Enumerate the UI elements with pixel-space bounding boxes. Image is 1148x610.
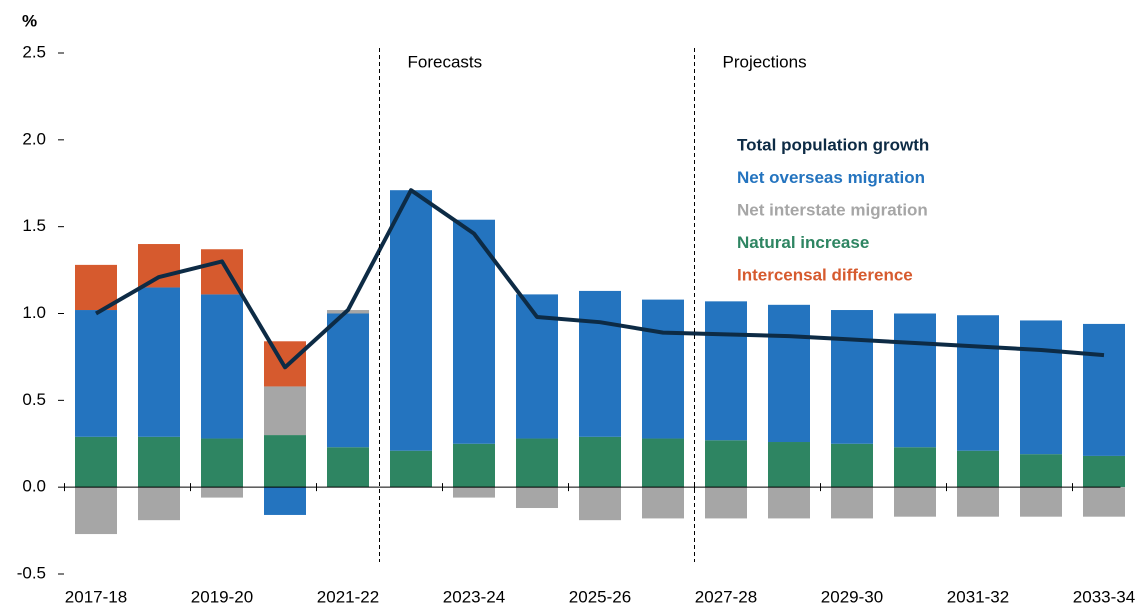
bar-segment <box>1020 320 1062 455</box>
y-axis-label: % <box>22 11 37 30</box>
bar-segment <box>453 443 495 488</box>
bar-segment <box>1083 487 1125 517</box>
x-tick-label: 2019-20 <box>191 587 253 606</box>
bar-segment <box>264 435 306 488</box>
annotation: Forecasts <box>408 52 483 71</box>
y-tick-label: 2.0 <box>22 129 46 148</box>
bar-segment <box>516 487 558 509</box>
bar-segment <box>957 450 999 488</box>
x-tick-label: 2027-28 <box>695 587 757 606</box>
bar-segment <box>579 487 621 521</box>
bar-segment <box>768 442 810 488</box>
legend-entry: Total population growth <box>737 135 929 154</box>
bar-segment <box>1083 455 1125 488</box>
bar-segment <box>75 310 117 437</box>
x-tick-label: 2031-32 <box>947 587 1009 606</box>
bar-segment <box>1083 323 1125 456</box>
bar-segment <box>264 487 306 515</box>
legend-entry: Intercensal difference <box>737 265 913 284</box>
bar-segment <box>894 313 936 448</box>
bar-segment <box>453 219 495 444</box>
y-tick-label: 0.5 <box>22 390 46 409</box>
x-tick-label: 2021-22 <box>317 587 379 606</box>
bar-segment <box>642 299 684 439</box>
x-tick-label: 2023-24 <box>443 587 505 606</box>
y-tick-label: -0.5 <box>17 563 46 582</box>
bar-segment <box>138 287 180 437</box>
bar-segment <box>642 438 684 488</box>
bar-segment <box>831 443 873 488</box>
x-tick-label: 2017-18 <box>65 587 127 606</box>
bar-segment <box>138 487 180 521</box>
x-tick-label: 2033-34 <box>1073 587 1135 606</box>
bar-segment <box>768 304 810 443</box>
bar-segment <box>264 386 306 436</box>
bar-segment <box>1020 487 1062 517</box>
bar-segment <box>894 487 936 517</box>
bar-segment <box>390 190 432 451</box>
bar-segment <box>201 294 243 439</box>
bar-segment <box>957 315 999 451</box>
legend-entry: Natural increase <box>737 233 869 252</box>
y-tick-label: 1.0 <box>22 303 46 322</box>
bar-segment <box>327 447 369 488</box>
x-tick-label: 2025-26 <box>569 587 631 606</box>
x-tick-label: 2029-30 <box>821 587 883 606</box>
bar-segment <box>75 264 117 311</box>
legend-entry: Net interstate migration <box>737 200 928 219</box>
bar-segment <box>453 487 495 498</box>
bar-segment <box>831 310 873 444</box>
annotation: Projections <box>723 52 807 71</box>
line-series <box>94 188 1105 370</box>
bar-segment <box>768 487 810 519</box>
bar-segment <box>831 487 873 519</box>
bar-segment <box>201 487 243 498</box>
bar-segment <box>1020 454 1062 488</box>
bar-segment <box>957 487 999 517</box>
bar-segment <box>201 438 243 488</box>
bar-segment <box>516 438 558 488</box>
bar-segment <box>138 436 180 488</box>
bar-segment <box>705 487 747 519</box>
bar-segment <box>390 450 432 488</box>
bar-segment <box>75 487 117 535</box>
y-tick-label: 2.5 <box>22 42 46 61</box>
bar-segment <box>705 440 747 488</box>
bar-segment <box>138 244 180 288</box>
bar-segment <box>579 290 621 437</box>
y-tick-label: 0.0 <box>22 477 46 496</box>
bar-segment <box>327 313 369 448</box>
bar-segment <box>894 447 936 488</box>
bar-segment <box>579 436 621 488</box>
legend-entry: Net overseas migration <box>737 168 925 187</box>
bar-segment <box>642 487 684 519</box>
bar-segment <box>705 301 747 441</box>
bar-segment <box>75 436 117 488</box>
y-tick-label: 1.5 <box>22 216 46 235</box>
